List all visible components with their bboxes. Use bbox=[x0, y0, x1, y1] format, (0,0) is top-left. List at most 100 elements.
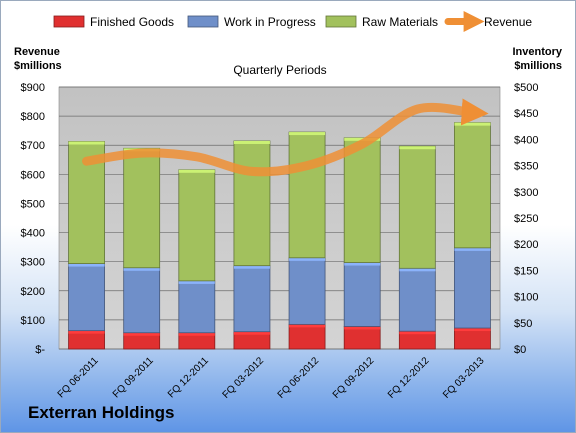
revenue-point bbox=[472, 112, 473, 113]
bar-segment-group bbox=[178, 169, 216, 282]
revenue-line-layer bbox=[82, 98, 489, 177]
bar-segment-group bbox=[398, 267, 436, 332]
bar-work-in-progress-cap bbox=[233, 265, 270, 269]
bar-work-in-progress-cap bbox=[178, 280, 215, 284]
bar-segment-group bbox=[398, 330, 436, 350]
bar-raw-materials-cap bbox=[178, 169, 215, 173]
bar-segment-group bbox=[68, 330, 105, 350]
bar-segment-group bbox=[123, 332, 161, 350]
bar-segment-group bbox=[288, 131, 326, 259]
bar-finished-goods bbox=[343, 326, 381, 350]
revenue-line bbox=[82, 98, 489, 177]
bar-work-in-progress bbox=[68, 263, 105, 332]
revenue-point bbox=[362, 144, 363, 145]
right-tick-label: $250 bbox=[514, 213, 538, 225]
bar-segment-group bbox=[233, 140, 271, 267]
x-tick-label: FQ 09-2012 bbox=[331, 355, 377, 401]
right-tick-label: $100 bbox=[514, 292, 538, 304]
bar-segment-group bbox=[123, 267, 161, 334]
bar-segment-group bbox=[233, 331, 271, 350]
x-tick-label: FQ 12-2012 bbox=[386, 355, 432, 401]
bar-segment-group bbox=[343, 262, 381, 327]
legend-swatch bbox=[325, 15, 357, 28]
bar-segment-group bbox=[454, 247, 491, 329]
right-tick-label: $200 bbox=[514, 239, 538, 251]
left-tick-label: $300 bbox=[21, 257, 45, 269]
bar-segment-group bbox=[288, 257, 326, 325]
legend-label: Raw Materials bbox=[362, 15, 438, 29]
bar-raw-materials-cap bbox=[454, 122, 491, 126]
bar-segment-group bbox=[343, 137, 381, 263]
right-axis-label-line2: $millions bbox=[514, 60, 562, 72]
bar-raw-materials bbox=[233, 140, 271, 267]
bar-work-in-progress-cap bbox=[454, 247, 491, 251]
right-tick-label: $350 bbox=[514, 161, 538, 173]
legend-label: Work in Progress bbox=[224, 15, 316, 29]
bar-work-in-progress-cap bbox=[123, 267, 160, 271]
bar-work-in-progress-cap bbox=[344, 262, 381, 266]
left-axis-ticks: $- $100 $200 $300 $400 $500 $600 $700 $800 $900 bbox=[21, 82, 46, 356]
revenue-point bbox=[86, 161, 87, 162]
right-tick-label: $450 bbox=[514, 108, 538, 120]
bar-segment-group bbox=[233, 265, 271, 333]
bar-segment-group bbox=[398, 145, 436, 269]
bar-raw-materials-cap bbox=[68, 141, 105, 145]
bar-finished-goods-cap bbox=[399, 331, 436, 335]
right-tick-label: $50 bbox=[514, 318, 532, 330]
left-tick-label: $200 bbox=[21, 286, 45, 298]
legend-label: Finished Goods bbox=[90, 15, 174, 29]
bar-work-in-progress-cap bbox=[399, 268, 436, 272]
bar-raw-materials bbox=[398, 145, 436, 269]
left-tick-label: $- bbox=[35, 344, 45, 356]
right-tick-label: $400 bbox=[514, 134, 538, 146]
left-tick-label: $700 bbox=[21, 140, 45, 152]
x-tick-label: FQ 06-2012 bbox=[276, 355, 322, 401]
x-tick-label: FQ 03-2013 bbox=[441, 355, 487, 401]
bar-work-in-progress bbox=[398, 267, 436, 332]
right-tick-label: $500 bbox=[514, 82, 538, 94]
bar-work-in-progress bbox=[178, 280, 216, 334]
bar-finished-goods-cap bbox=[233, 331, 270, 335]
bar-segment-group bbox=[123, 147, 161, 269]
legend-label: Revenue bbox=[484, 15, 532, 29]
legend-swatch bbox=[53, 15, 85, 28]
bar-segment-group bbox=[178, 280, 216, 334]
legend: Finished Goods Work in Progress Raw Materi… bbox=[53, 11, 532, 32]
left-axis-label-line2: $millions bbox=[14, 60, 62, 72]
bar-segment-group bbox=[454, 327, 491, 350]
left-tick-label: $500 bbox=[21, 198, 45, 210]
right-axis-ticks: $0 $50 $100 $150 $200 $250 $300 $350 $400 $450 $50… bbox=[514, 82, 538, 356]
bar-finished-goods bbox=[454, 327, 491, 350]
legend-swatch bbox=[187, 15, 219, 28]
chart-title: Quarterly Periods bbox=[233, 63, 326, 77]
left-tick-label: $400 bbox=[21, 228, 45, 240]
bar-raw-materials bbox=[343, 137, 381, 263]
x-tick-label: FQ 03-2012 bbox=[221, 355, 267, 401]
bar-finished-goods-cap bbox=[344, 326, 381, 330]
bar-finished-goods-cap bbox=[68, 330, 105, 334]
left-tick-label: $800 bbox=[21, 111, 45, 123]
left-tick-label: $100 bbox=[21, 315, 45, 327]
bar-work-in-progress-cap bbox=[68, 263, 105, 267]
bar-finished-goods-cap bbox=[123, 332, 160, 336]
x-tick-label: FQ 09-2011 bbox=[111, 355, 156, 400]
bar-raw-materials bbox=[454, 122, 491, 249]
x-axis-labels: FQ 06-2011 FQ 09-2011 FQ 12-2011 FQ 03-2012… bbox=[56, 355, 487, 401]
right-axis-label-line1: Inventory bbox=[512, 46, 562, 58]
bar-finished-goods-cap bbox=[289, 324, 326, 328]
x-tick-label: FQ 06-2011 bbox=[56, 355, 101, 400]
bar-segment-group bbox=[68, 263, 105, 332]
bar-finished-goods-cap bbox=[454, 328, 491, 332]
bar-raw-materials-cap bbox=[399, 146, 436, 150]
bar-segment-group bbox=[178, 332, 216, 350]
bar-work-in-progress bbox=[233, 265, 271, 333]
bar-work-in-progress bbox=[123, 267, 161, 334]
right-tick-label: $150 bbox=[514, 265, 538, 277]
bar-work-in-progress bbox=[343, 262, 381, 327]
bar-finished-goods bbox=[288, 323, 326, 350]
revenue-point bbox=[417, 109, 418, 110]
revenue-point bbox=[307, 165, 308, 166]
x-tick-label: FQ 12-2011 bbox=[166, 355, 211, 400]
bar-segment-group bbox=[454, 122, 491, 249]
